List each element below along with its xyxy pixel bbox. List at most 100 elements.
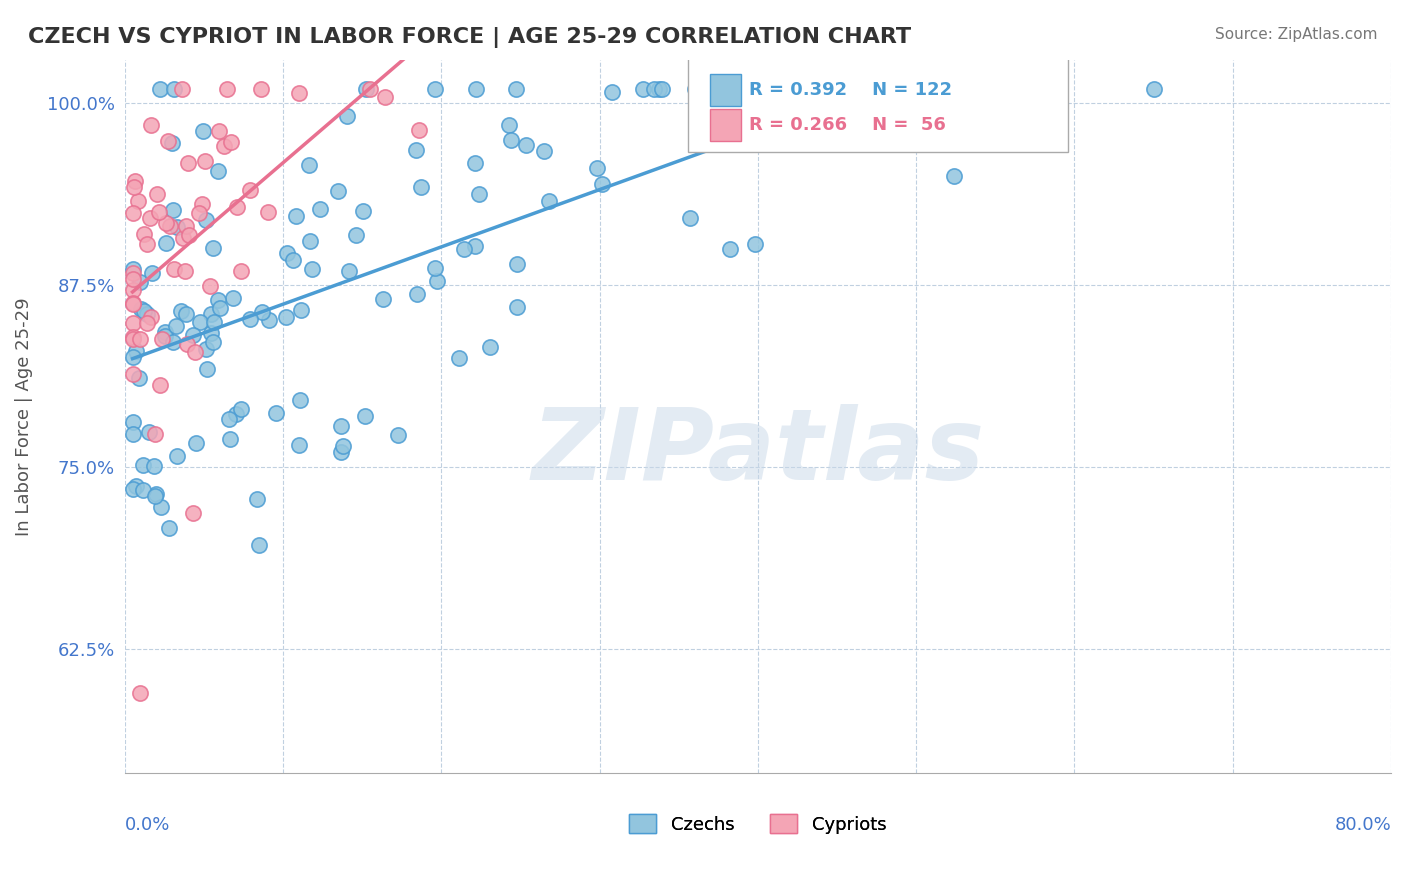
Point	[121, 316, 143, 330]
Point	[425, 260, 447, 275]
Point	[288, 86, 311, 100]
Point	[285, 209, 308, 223]
Point	[353, 409, 375, 423]
Point	[172, 230, 194, 244]
Point	[138, 211, 160, 225]
Point	[501, 133, 523, 147]
Point	[453, 242, 475, 256]
Point	[498, 118, 520, 132]
Point	[208, 124, 231, 138]
Point	[276, 245, 298, 260]
Point	[208, 301, 231, 315]
Point	[128, 332, 150, 346]
Y-axis label: In Labor Force | Age 25-29: In Labor Force | Age 25-29	[15, 297, 32, 536]
Point	[177, 228, 200, 243]
Point	[387, 428, 409, 442]
Point	[478, 340, 501, 354]
Point	[121, 262, 143, 277]
Point	[828, 81, 851, 95]
Point	[142, 459, 165, 474]
Point	[121, 296, 143, 310]
Point	[141, 266, 163, 280]
Point	[176, 307, 198, 321]
Point	[166, 449, 188, 463]
Point	[181, 506, 204, 520]
Point	[506, 256, 529, 270]
Point	[121, 426, 143, 441]
Point	[150, 332, 173, 346]
Point	[157, 520, 180, 534]
Point	[283, 252, 305, 267]
Point	[200, 307, 222, 321]
Point	[298, 158, 321, 172]
Point	[219, 432, 242, 446]
Point	[239, 311, 262, 326]
Point	[683, 81, 706, 95]
Point	[121, 330, 143, 344]
Point	[505, 81, 527, 95]
Point	[359, 81, 381, 95]
Point	[200, 326, 222, 340]
Point	[537, 194, 560, 208]
Point	[648, 81, 671, 95]
Point	[173, 263, 195, 277]
Point	[779, 81, 801, 95]
Legend: Czechs, Cypriots: Czechs, Cypriots	[620, 805, 896, 843]
Point	[371, 293, 394, 307]
Point	[129, 686, 152, 700]
Point	[132, 483, 155, 498]
Point	[207, 164, 229, 178]
Point	[132, 304, 155, 318]
Point	[146, 187, 169, 202]
Text: 0.0%: 0.0%	[125, 816, 170, 834]
Point	[352, 204, 374, 219]
Point	[218, 411, 240, 425]
Point	[914, 111, 936, 125]
Point	[122, 482, 145, 496]
Point	[162, 202, 184, 217]
Point	[121, 332, 143, 346]
Point	[222, 292, 245, 306]
Point	[121, 266, 143, 280]
Point	[184, 345, 207, 359]
Point	[149, 500, 172, 514]
Point	[591, 177, 613, 191]
Text: ZIPatlas: ZIPatlas	[531, 403, 984, 500]
FancyBboxPatch shape	[710, 109, 741, 141]
Point	[145, 487, 167, 501]
Point	[219, 135, 242, 149]
Point	[194, 213, 217, 227]
Point	[329, 419, 352, 434]
Point	[346, 227, 368, 242]
Point	[124, 344, 146, 359]
Point	[426, 274, 449, 288]
Point	[188, 206, 211, 220]
Point	[468, 187, 491, 202]
Point	[153, 328, 176, 343]
Point	[194, 153, 217, 168]
Text: R = 0.392    N = 122: R = 0.392 N = 122	[749, 81, 952, 99]
Point	[718, 243, 741, 257]
Point	[252, 304, 274, 318]
Point	[121, 415, 143, 429]
Point	[135, 307, 157, 321]
Point	[153, 325, 176, 339]
Point	[600, 85, 623, 99]
Point	[138, 425, 160, 440]
Point	[148, 205, 170, 219]
Point	[124, 173, 146, 187]
Point	[423, 81, 446, 95]
Point	[121, 350, 143, 364]
Point	[276, 310, 298, 324]
Point	[124, 180, 146, 194]
Point	[643, 81, 665, 95]
Point	[136, 237, 159, 252]
Point	[408, 123, 430, 137]
Point	[125, 479, 148, 493]
Point	[129, 302, 152, 317]
Point	[225, 200, 247, 214]
Point	[162, 334, 184, 349]
Point	[188, 315, 211, 329]
Point	[172, 81, 194, 95]
Point	[290, 392, 312, 407]
